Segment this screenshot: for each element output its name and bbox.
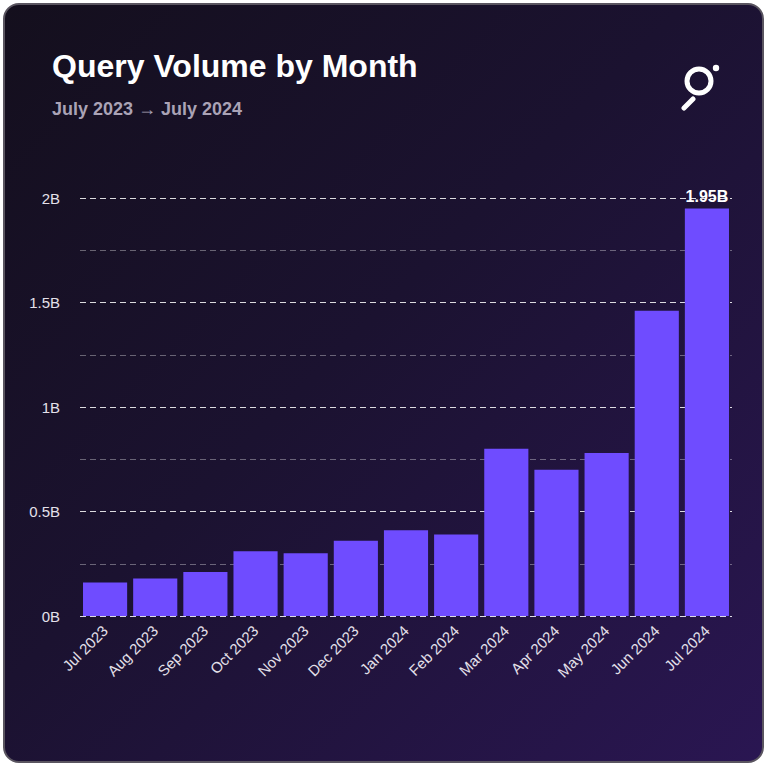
svg-text:1.95B: 1.95B [686, 188, 729, 205]
svg-text:Jul 2023: Jul 2023 [59, 622, 111, 674]
svg-text:1B: 1B [42, 399, 60, 416]
svg-text:Nov 2023: Nov 2023 [254, 622, 311, 679]
svg-text:Jul 2024: Jul 2024 [661, 622, 713, 674]
svg-text:2B: 2B [42, 190, 60, 207]
svg-text:Jun 2024: Jun 2024 [607, 622, 663, 678]
svg-text:Sep 2023: Sep 2023 [154, 622, 211, 679]
svg-text:Dec 2023: Dec 2023 [304, 622, 361, 679]
svg-text:July 2023 → July 2024: July 2023 → July 2024 [52, 99, 242, 119]
svg-text:Oct 2023: Oct 2023 [207, 622, 262, 677]
svg-text:Feb 2024: Feb 2024 [405, 622, 462, 679]
svg-text:Query Volume by Month: Query Volume by Month [52, 48, 418, 84]
svg-text:Apr 2024: Apr 2024 [507, 622, 563, 677]
svg-text:Aug 2023: Aug 2023 [104, 622, 161, 679]
svg-text:Jan 2024: Jan 2024 [356, 622, 412, 678]
svg-text:1.5B: 1.5B [29, 294, 60, 311]
svg-text:May 2024: May 2024 [554, 622, 613, 681]
svg-text:0B: 0B [42, 608, 60, 625]
svg-text:Mar 2024: Mar 2024 [456, 622, 513, 679]
svg-text:0.5B: 0.5B [29, 503, 60, 520]
